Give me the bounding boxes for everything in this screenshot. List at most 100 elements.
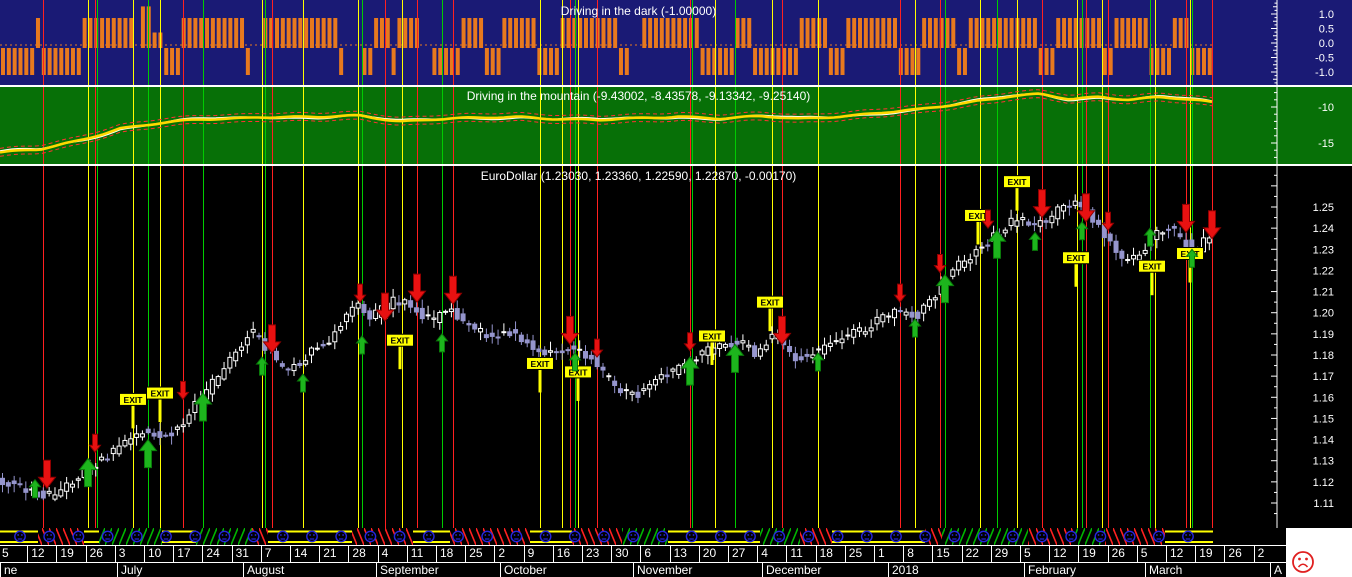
panel-separator[interactable] xyxy=(0,85,1352,87)
histogram-bar xyxy=(858,18,863,48)
price-chart-panel[interactable]: EXIT EXIT EXIT EXIT EXIT EXIT EXIT EXIT EXIT EXIT… xyxy=(0,166,1352,528)
candle-up xyxy=(652,379,658,386)
exit-marker-tail xyxy=(976,220,980,245)
candle-up xyxy=(629,391,635,395)
ribbon-smiley-icon xyxy=(1182,530,1194,543)
sell-arrow-icon xyxy=(893,283,907,303)
candle-up xyxy=(932,297,938,301)
histogram-bar xyxy=(30,48,35,75)
candle-up xyxy=(1072,200,1078,206)
histogram-bar xyxy=(788,48,793,75)
sad-face-icon[interactable] xyxy=(1286,528,1352,577)
sell-arrow-icon xyxy=(772,315,792,346)
histogram-bar xyxy=(700,48,705,75)
candle-down xyxy=(617,388,623,394)
ribbon-smiley-icon xyxy=(685,530,698,543)
candle-down xyxy=(1043,220,1049,223)
axis-label: -10 xyxy=(1318,102,1334,114)
candle-up xyxy=(722,343,728,348)
histogram-bar xyxy=(327,18,332,48)
candle-up xyxy=(699,350,705,356)
histogram-bar xyxy=(799,18,804,48)
candle-down xyxy=(728,342,734,348)
histogram-bar xyxy=(694,18,699,48)
candle-up xyxy=(1125,259,1131,262)
month-axis-row[interactable]: ne July August September October November Dece… xyxy=(0,562,1286,577)
histogram-bar xyxy=(607,18,612,48)
ribbon-smiley-icon xyxy=(627,530,640,543)
ribbon-smiley-icon xyxy=(568,530,581,543)
ribbon-smiley-icon xyxy=(802,530,815,543)
month-cell: March xyxy=(1145,563,1270,577)
sell-arrow-icon xyxy=(683,332,697,352)
histogram-bar xyxy=(111,18,116,48)
candle-down xyxy=(396,302,402,306)
sell-arrow-icon xyxy=(1176,203,1196,234)
histogram-bar xyxy=(245,48,250,75)
histogram-bar xyxy=(240,18,245,48)
ribbon-smiley-icon xyxy=(101,530,114,543)
sell-arrow-icon xyxy=(1101,211,1115,232)
candle-up xyxy=(956,260,962,271)
histogram-bar xyxy=(444,48,449,75)
exit-label-text: EXIT xyxy=(531,359,551,369)
candle-down xyxy=(11,480,17,485)
candle-up xyxy=(355,302,361,309)
histogram-bar xyxy=(974,18,979,48)
ribbon-smiley-icon xyxy=(773,530,786,543)
candle-down xyxy=(367,310,373,320)
candle-up xyxy=(64,482,70,492)
histogram-bar xyxy=(887,18,892,48)
candle-up xyxy=(233,351,239,362)
indicator-panel-mountain[interactable]: -10 -15 xyxy=(0,87,1352,164)
axis-label: 1.22 xyxy=(1313,265,1334,277)
date-cell: 31 xyxy=(231,546,261,562)
histogram-bar xyxy=(782,48,787,75)
candle-down xyxy=(1113,240,1119,253)
candle-down xyxy=(787,345,793,353)
candle-down xyxy=(466,323,472,326)
candle-up xyxy=(215,376,221,386)
histogram-bar xyxy=(59,48,64,75)
axis-label: 1.25 xyxy=(1313,202,1334,214)
histogram-bar xyxy=(1167,48,1171,75)
histogram-bar xyxy=(164,48,169,75)
exit-label xyxy=(386,333,414,347)
candle-down xyxy=(454,308,460,320)
histogram-bar xyxy=(601,18,606,48)
buy-arrow-icon xyxy=(987,229,1007,259)
histogram-bar xyxy=(35,18,40,48)
exit-label-text: EXIT xyxy=(391,336,411,346)
exit-label xyxy=(964,208,992,222)
candle-up xyxy=(1142,249,1148,254)
buy-arrow-icon xyxy=(811,352,825,372)
axis-label: -15 xyxy=(1318,138,1334,150)
axis-label: 0.0 xyxy=(1319,38,1334,50)
exit-label-text: EXIT xyxy=(151,389,171,399)
sell-arrow-icon xyxy=(37,459,57,490)
candle-up xyxy=(961,260,967,268)
candle-down xyxy=(489,332,495,337)
candle-up xyxy=(757,348,763,357)
histogram-bar xyxy=(706,48,711,75)
indicator-panel-dark[interactable]: 1.0 0.5 0.0 -0.5 -1.0 xyxy=(0,0,1352,85)
ribbon-smiley-icon xyxy=(160,530,172,543)
histogram-bar xyxy=(170,48,175,75)
candle-up xyxy=(1049,215,1055,224)
candle-up xyxy=(1002,229,1008,234)
histogram-bar xyxy=(269,18,274,48)
candle-down xyxy=(320,343,326,347)
candle-up xyxy=(623,389,629,392)
exit-label-text: EXIT xyxy=(569,367,589,377)
candle-down xyxy=(1119,250,1125,259)
date-axis-row[interactable]: 5 12 19 26 3 10 17 24 31 7 14 21 28 4 11 18 25 2 9 16 23 30 6 1… xyxy=(0,545,1286,562)
panel-separator[interactable] xyxy=(0,164,1352,166)
ribbon-smiley-icon xyxy=(714,530,727,543)
date-cell: 18 xyxy=(436,546,465,562)
ribbon-smiley-icon xyxy=(247,530,260,543)
histogram-bar xyxy=(852,18,857,48)
candle-up xyxy=(740,340,746,344)
date-cell: 26 xyxy=(1224,546,1253,562)
histogram-bar xyxy=(968,18,973,48)
candle-down xyxy=(104,458,110,461)
